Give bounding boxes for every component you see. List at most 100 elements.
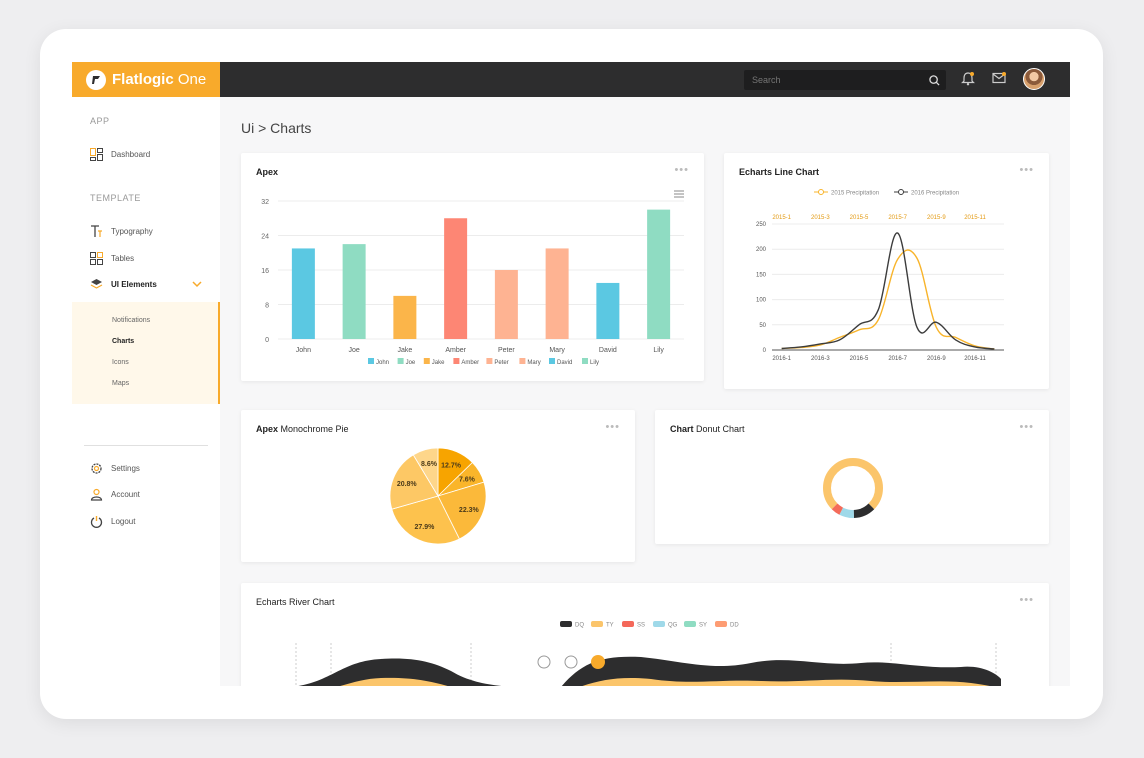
pie-slice: [391, 495, 460, 545]
echarts-line-chart: 2015 Precipitation 2016 Precipitation 2015…: [756, 189, 1004, 362]
search-icon[interactable]: [929, 74, 940, 86]
sidebar-item-tables[interactable]: Tables: [90, 252, 134, 265]
sidebar-item-account[interactable]: Account: [90, 488, 140, 501]
legend-swatch: [453, 358, 460, 364]
dashboard-icon: [90, 148, 103, 161]
more-options-icon[interactable]: •••: [1019, 164, 1034, 176]
submenu-item-icons[interactable]: Icons: [112, 359, 129, 366]
bar: [596, 282, 620, 339]
more-options-icon[interactable]: •••: [605, 421, 620, 433]
sidebar-item-label: Tables: [111, 254, 135, 263]
x-tick-label: Peter: [498, 347, 515, 354]
tables-icon: [90, 252, 103, 265]
legend-swatch: [591, 621, 603, 627]
card-title: Chart Donut Chart: [670, 424, 745, 434]
sidebar-item-dashboard[interactable]: Dashboard: [90, 148, 150, 161]
card-apex-bar: Apex ••• 0 8 16 24 32 John Joe Jake Amber Peter Ma…: [241, 153, 704, 381]
more-options-icon[interactable]: •••: [674, 164, 689, 176]
search-input[interactable]: [750, 74, 929, 86]
legend-swatch: [684, 621, 696, 627]
top-tick-label: 2015-1: [772, 215, 791, 221]
legend-entry: 2015 Precipitation: [831, 191, 879, 197]
legend-entry: 2016 Precipitation: [911, 191, 959, 197]
flatlogic-logo-icon: [86, 69, 106, 90]
top-bar: Flatlogic One: [72, 62, 1070, 97]
legend-swatch: [486, 358, 493, 364]
y-tick-label: 8: [265, 303, 269, 310]
user-avatar[interactable]: [1023, 68, 1045, 90]
more-options-icon[interactable]: •••: [1019, 594, 1034, 606]
legend-marker: [898, 189, 904, 195]
x-tick-label: Amber: [445, 347, 466, 354]
pie-slice-label: 22.3%: [459, 507, 480, 514]
card-echarts-line: Echarts Line Chart ••• 2015 Precipitatio…: [724, 153, 1049, 389]
donut-segment: [831, 503, 844, 515]
river-band-ty: [582, 677, 990, 686]
bar: [545, 248, 569, 339]
timeline-marker: [537, 655, 551, 669]
legend-swatch: [397, 358, 404, 364]
legend-entry: John: [376, 360, 389, 366]
bell-icon[interactable]: [961, 71, 975, 86]
top-tick-label: 2015-5: [850, 215, 869, 221]
sidebar-item-typography[interactable]: Typography: [90, 225, 153, 238]
card-monochrome-pie: Apex Monochrome Pie ••• 12.7% 7.6% 22.3% 27…: [241, 410, 635, 562]
top-tick-label: 2015-7: [888, 215, 907, 221]
sidebar-item-label: Logout: [111, 517, 136, 526]
sidebar-item-settings[interactable]: Settings: [90, 462, 140, 475]
y-tick-label: 200: [756, 247, 767, 253]
river-band-dq: [297, 658, 502, 686]
card-title: Echarts River Chart: [256, 597, 335, 607]
y-tick-label: 150: [756, 272, 767, 278]
x-tick-label: David: [599, 347, 617, 354]
sidebar-item-label: Typography: [111, 227, 153, 236]
brand-logo[interactable]: Flatlogic One: [72, 62, 220, 97]
submenu-item-charts[interactable]: Charts: [112, 338, 135, 345]
pie-slice-label: 12.7%: [441, 463, 462, 470]
series-line: [781, 232, 995, 350]
x-tick-label: 2016-3: [811, 356, 830, 362]
y-tick-label: 0: [763, 348, 767, 354]
legend-swatch: [519, 358, 526, 364]
top-tick-label: 2015-9: [927, 215, 946, 221]
donut-segment: [853, 503, 875, 518]
legend-swatch: [622, 621, 634, 627]
legend-swatch: [368, 358, 374, 364]
timeline-marker: [564, 655, 578, 669]
legend-entry: Amber: [461, 360, 479, 366]
legend-swatch: [549, 358, 555, 364]
bar: [444, 218, 468, 339]
hamburger-menu-icon[interactable]: [674, 190, 684, 198]
search-box[interactable]: [744, 70, 946, 90]
sidebar-item-label: Dashboard: [111, 150, 151, 159]
power-icon: [90, 516, 103, 528]
section-label-template: TEMPLATE: [90, 193, 141, 203]
card-echarts-river: Echarts River Chart ••• DQ TY SS QG SY DD: [241, 583, 1049, 686]
more-options-icon[interactable]: •••: [1019, 421, 1034, 433]
y-tick-label: 24: [261, 234, 269, 241]
chevron-down-icon[interactable]: [192, 281, 202, 288]
submenu-item-notifications[interactable]: Notifications: [112, 317, 151, 324]
bar: [647, 209, 671, 339]
legend-entry: Mary: [527, 360, 540, 366]
x-tick-label: Joe: [348, 347, 359, 354]
sidebar-item-ui-elements[interactable]: UI Elements: [90, 278, 202, 291]
pie-slice-label: 8.6%: [421, 461, 438, 468]
x-tick-label: Jake: [397, 347, 412, 354]
donut-chart: [823, 458, 883, 518]
legend-entry: TY: [606, 623, 614, 629]
submenu-item-maps[interactable]: Maps: [112, 380, 130, 387]
legend-swatch: [653, 621, 665, 627]
legend-marker: [818, 189, 824, 195]
app-window: Flatlogic One APP Dashboard TEMPLATE Typ…: [72, 62, 1070, 686]
sidebar-item-logout[interactable]: Logout: [90, 515, 135, 528]
mail-check-icon[interactable]: [992, 71, 1006, 85]
card-title: Echarts Line Chart: [739, 167, 820, 177]
legend-entry: Jake: [432, 360, 445, 366]
top-tick-label: 2015-3: [811, 215, 830, 221]
legend-entry: DD: [730, 623, 739, 629]
ui-elements-submenu: Notifications Charts Icons Maps: [72, 302, 220, 404]
top-tick-label: 2015-11: [964, 215, 986, 221]
bar: [393, 295, 417, 339]
y-tick-label: 0: [265, 337, 269, 344]
